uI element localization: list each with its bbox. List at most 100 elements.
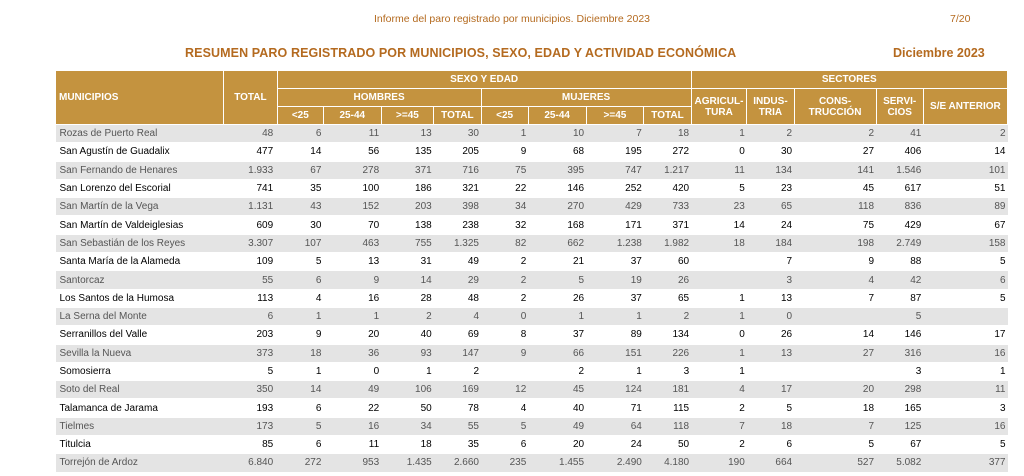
table-cell: 30 — [433, 124, 481, 144]
table-cell: 17 — [923, 325, 1008, 345]
unemployment-table: MUNICIPIOS TOTAL SEXO Y EDAD SECTORES HO… — [54, 70, 1009, 473]
table-cell: 1.933 — [223, 161, 278, 180]
table-cell: 6.840 — [223, 453, 278, 473]
table-cell: 87 — [876, 289, 924, 308]
table-cell — [481, 362, 529, 382]
table-cell: 40 — [528, 398, 587, 418]
municipio-name: Los Santos de la Humosa — [55, 289, 224, 308]
table-cell: 10 — [528, 124, 587, 144]
table-cell: 169 — [433, 380, 481, 400]
table-cell: 1 — [381, 362, 434, 382]
table-cell: 406 — [876, 142, 924, 162]
table-cell: 118 — [794, 197, 877, 217]
table-cell: 662 — [528, 234, 587, 254]
table-cell: 151 — [586, 344, 644, 363]
col-header-mujeres-25-44: 25-44 — [527, 106, 587, 125]
col-header-se-anterior: S/E ANTERIOR — [922, 88, 1009, 125]
table-cell: 16 — [323, 417, 382, 437]
table-cell: 1 — [691, 124, 747, 144]
table-row: San Agustín de Guadalix 477 14 56 135 205 9 68 1… — [55, 142, 1008, 162]
table-cell: 203 — [223, 325, 278, 345]
table-row: Rozas de Puerto Real 48 6 11 13 30 1 10 7 18 1 2 2 41… — [55, 124, 1008, 144]
table-cell: 55 — [223, 270, 278, 290]
col-header-mujeres-total: TOTAL — [643, 106, 692, 125]
table-row: Titulcia 85 6 11 18 35 6 20 24 50 2 6 5 67 5 — [55, 435, 1008, 455]
table-cell: 16 — [923, 344, 1008, 363]
table-row: Los Santos de la Humosa 113 4 16 28 48 2 26 37 65… — [55, 289, 1008, 308]
table-cell: 741 — [223, 179, 278, 199]
table-row: San Lorenzo del Escorial 741 35 100 186 321 22… — [55, 179, 1008, 199]
table-cell: 35 — [433, 435, 481, 455]
col-header-mujeres-ge45: >=45 — [585, 106, 645, 125]
table-cell: 11 — [691, 161, 747, 180]
table-cell: 45 — [794, 179, 877, 199]
table-cell: 1.325 — [433, 234, 481, 254]
table-cell: 13 — [746, 344, 795, 363]
main-title: RESUMEN PARO REGISTRADO POR MUNICIPIOS, … — [185, 46, 737, 60]
table-cell: 4 — [433, 307, 481, 327]
municipio-name: San Martín de la Vega — [55, 197, 224, 217]
table-row: Santorcaz 55 6 9 14 29 2 5 19 26 3 4 42 6 — [55, 270, 1008, 290]
table-cell — [691, 252, 747, 272]
table-cell: 26 — [643, 270, 692, 290]
municipio-name: La Serna del Monte — [55, 307, 224, 327]
table-cell — [794, 362, 877, 382]
table-cell: 5 — [746, 398, 795, 418]
table-cell: 1 — [528, 307, 587, 327]
table-cell: 48 — [433, 289, 481, 308]
table-cell: 1.435 — [381, 453, 434, 473]
table-cell: 1 — [586, 362, 644, 382]
table-cell: 69 — [433, 325, 481, 345]
period-label: Diciembre 2023 — [893, 46, 985, 60]
table-cell: 6 — [481, 435, 529, 455]
table-cell: 17 — [746, 380, 795, 400]
table-cell: 1.982 — [643, 234, 692, 254]
table-cell: 0 — [481, 307, 529, 327]
table-cell: 13 — [746, 289, 795, 308]
col-header-servicios: SERVI- CIOS — [875, 88, 924, 125]
table-row: Torrejón de Ardoz 6.840 272 953 1.435 2.660 23… — [55, 453, 1008, 473]
table-cell: 5 — [876, 307, 924, 327]
table-cell: 2.749 — [876, 234, 924, 254]
table-cell: 27 — [794, 344, 877, 363]
table-cell: 115 — [643, 398, 692, 418]
table-cell: 50 — [643, 435, 692, 455]
table-cell: 429 — [586, 197, 644, 217]
table-cell: 26 — [746, 325, 795, 345]
table-cell: 1.217 — [643, 161, 692, 180]
table-cell: 0 — [323, 362, 382, 382]
table-cell: 45 — [528, 380, 587, 400]
table-cell: 2.660 — [433, 453, 481, 473]
table-cell: 106 — [381, 380, 434, 400]
municipio-name: Titulcia — [55, 435, 224, 455]
table-cell: 37 — [586, 289, 644, 308]
table-cell: 64 — [586, 417, 644, 437]
table-cell: 5 — [923, 252, 1008, 272]
col-header-mujeres-lt25: <25 — [480, 106, 529, 125]
group-header-mujeres: MUJERES — [480, 88, 692, 107]
table-cell: 1 — [691, 289, 747, 308]
table-cell: 747 — [586, 161, 644, 180]
table-cell: 93 — [381, 344, 434, 363]
table-cell: 11 — [323, 124, 382, 144]
table-cell: 5 — [691, 179, 747, 199]
table-cell: 7 — [794, 289, 877, 308]
table-cell: 67 — [876, 435, 924, 455]
table-cell: 617 — [876, 179, 924, 199]
table-row: La Serna del Monte 6 1 1 2 4 0 1 1 2 1 0 5 — [55, 307, 1008, 327]
table-cell: 109 — [223, 252, 278, 272]
table-row: San Sebastián de los Reyes 3.307 107 463 755… — [55, 234, 1008, 254]
municipio-name: Talamanca de Jarama — [55, 398, 224, 418]
municipio-name: Soto del Real — [55, 380, 224, 400]
table-cell: 14 — [923, 142, 1008, 162]
table-cell: 527 — [794, 453, 877, 473]
table-cell: 18 — [691, 234, 747, 254]
table-cell: 75 — [481, 161, 529, 180]
table-cell: 1 — [691, 362, 747, 382]
table-cell: 18 — [381, 435, 434, 455]
table-cell: 181 — [643, 380, 692, 400]
table-cell: 716 — [433, 161, 481, 180]
table-cell: 14 — [794, 325, 877, 345]
table-cell: 2 — [481, 289, 529, 308]
table-cell: 2 — [481, 252, 529, 272]
